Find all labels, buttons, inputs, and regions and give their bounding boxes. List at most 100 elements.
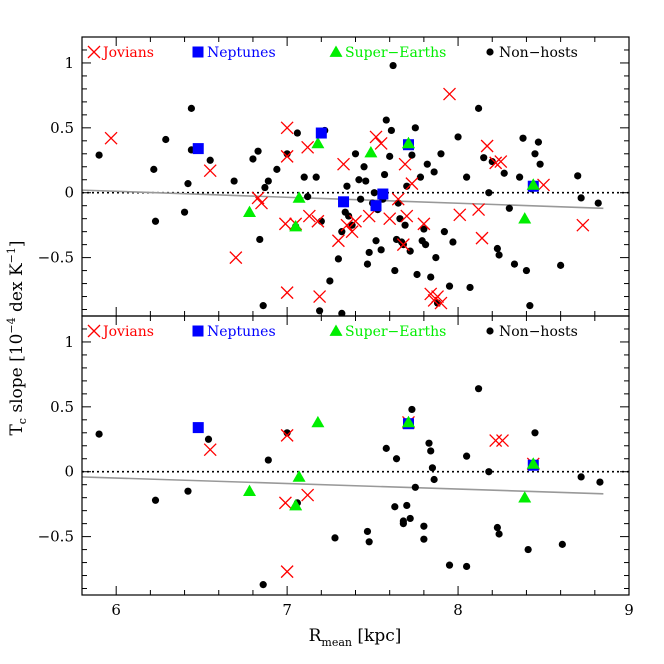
nonhosts-point bbox=[493, 523, 501, 532]
legend: Jovians Neptunes Super−Earths Non−hosts bbox=[87, 324, 578, 340]
nonhosts-point bbox=[293, 129, 301, 137]
nonhosts-point bbox=[249, 155, 257, 163]
nonhosts-point bbox=[206, 156, 214, 164]
y-tick-label: 1 bbox=[64, 333, 74, 351]
jovians-point bbox=[496, 434, 509, 448]
nonhosts-point bbox=[534, 138, 543, 146]
nonhosts-point bbox=[312, 173, 320, 181]
nonhosts-point bbox=[411, 124, 419, 132]
nonhosts-point bbox=[519, 134, 527, 142]
nonhosts-point bbox=[480, 154, 488, 162]
jovians-point bbox=[396, 238, 410, 252]
jovians-legend-label: Jovians bbox=[101, 45, 154, 61]
nonhosts-point bbox=[577, 473, 585, 481]
superearths-point bbox=[243, 205, 257, 218]
nonhosts-point bbox=[283, 150, 291, 158]
jovians-point bbox=[391, 192, 405, 206]
nonhosts-point bbox=[162, 135, 170, 144]
nonhosts-point bbox=[420, 522, 428, 530]
nonhosts-point bbox=[500, 169, 508, 177]
nonhosts-point bbox=[187, 104, 195, 112]
superearths-point bbox=[292, 470, 306, 482]
jovians-point bbox=[280, 428, 294, 442]
nonhosts-point bbox=[474, 385, 483, 393]
jovians-point bbox=[369, 130, 383, 144]
nonhosts-point bbox=[445, 282, 454, 290]
jovians-point bbox=[278, 496, 292, 510]
superearths-point bbox=[401, 136, 415, 149]
jovians-point bbox=[494, 155, 508, 169]
nonhosts-point bbox=[380, 170, 389, 179]
y-tick-label: 0.5 bbox=[50, 119, 74, 137]
nonhosts-point bbox=[531, 429, 539, 437]
data-points bbox=[95, 385, 604, 589]
jovians-point bbox=[417, 217, 431, 231]
jovians-point bbox=[280, 286, 294, 300]
jovians-point bbox=[489, 434, 503, 448]
nonhosts-point bbox=[150, 165, 158, 173]
nonhosts-point bbox=[510, 260, 519, 268]
nonhosts-point bbox=[463, 562, 471, 571]
jovians-point bbox=[383, 212, 397, 226]
nonhosts-point bbox=[362, 177, 370, 185]
nonhosts-point bbox=[425, 439, 433, 447]
jovians-point bbox=[203, 164, 217, 178]
jovians-point bbox=[424, 287, 438, 301]
jovians-point bbox=[313, 290, 327, 303]
nonhosts-point bbox=[421, 241, 430, 249]
nonhosts-point bbox=[427, 447, 435, 455]
nonhosts-point bbox=[259, 302, 267, 310]
nonhosts-point bbox=[423, 160, 431, 168]
nonhosts-point bbox=[256, 235, 264, 244]
nonhosts-point bbox=[485, 189, 493, 197]
y-tick-label: 0 bbox=[64, 463, 74, 481]
neptunes-point bbox=[338, 196, 350, 208]
nonhosts-point bbox=[454, 133, 462, 141]
neptunes-legend-label: Neptunes bbox=[207, 324, 276, 340]
jovians-point bbox=[203, 443, 217, 457]
nonhosts-point bbox=[360, 163, 368, 171]
superearths-legend-label: Super−Earths bbox=[345, 324, 446, 340]
jovians-point bbox=[374, 136, 388, 150]
jovians-point bbox=[302, 209, 316, 223]
nonhosts-point bbox=[365, 248, 373, 257]
nonhosts-point bbox=[466, 283, 474, 292]
nonhosts-legend-label: Non−hosts bbox=[499, 45, 578, 61]
nonhosts-point bbox=[522, 266, 531, 275]
nonhosts-point bbox=[406, 514, 414, 523]
nonhosts-point bbox=[524, 545, 532, 554]
jovians-point bbox=[349, 214, 362, 228]
nonhosts-point bbox=[264, 177, 272, 185]
nonhosts-point bbox=[408, 405, 416, 414]
nonhosts-point bbox=[428, 464, 437, 472]
nonhosts-point bbox=[357, 195, 365, 203]
superearths-legend-label: Super−Earths bbox=[345, 45, 446, 61]
nonhosts-point bbox=[403, 182, 411, 190]
nonhosts-point bbox=[427, 273, 435, 281]
nonhosts-point bbox=[261, 183, 269, 192]
jovians-point bbox=[311, 214, 325, 228]
nonhosts-point bbox=[230, 177, 238, 185]
nonhosts-point bbox=[382, 444, 390, 452]
nonhosts-point bbox=[382, 116, 390, 124]
nonhosts-point bbox=[536, 160, 544, 168]
nonhosts-point bbox=[331, 534, 339, 542]
nonhosts-legend-marker bbox=[486, 327, 494, 335]
superearths-point bbox=[518, 212, 532, 224]
nonhosts-point bbox=[463, 452, 471, 460]
nonhosts-point bbox=[204, 435, 213, 443]
jovians-point bbox=[255, 196, 268, 210]
nonhosts-point bbox=[449, 238, 457, 246]
nonhosts-point bbox=[430, 168, 438, 176]
nonhosts-point bbox=[493, 244, 501, 253]
superearths-point bbox=[292, 191, 306, 203]
nonhosts-point bbox=[596, 478, 604, 486]
nonhosts-point bbox=[273, 165, 281, 173]
nonhosts-point bbox=[95, 430, 103, 438]
jovians-point bbox=[398, 157, 412, 171]
nonhosts-point bbox=[391, 266, 399, 275]
superearths-point bbox=[518, 491, 532, 503]
nonhosts-point bbox=[411, 483, 419, 491]
nonhosts-point bbox=[386, 152, 394, 160]
nonhosts-point bbox=[377, 246, 385, 254]
